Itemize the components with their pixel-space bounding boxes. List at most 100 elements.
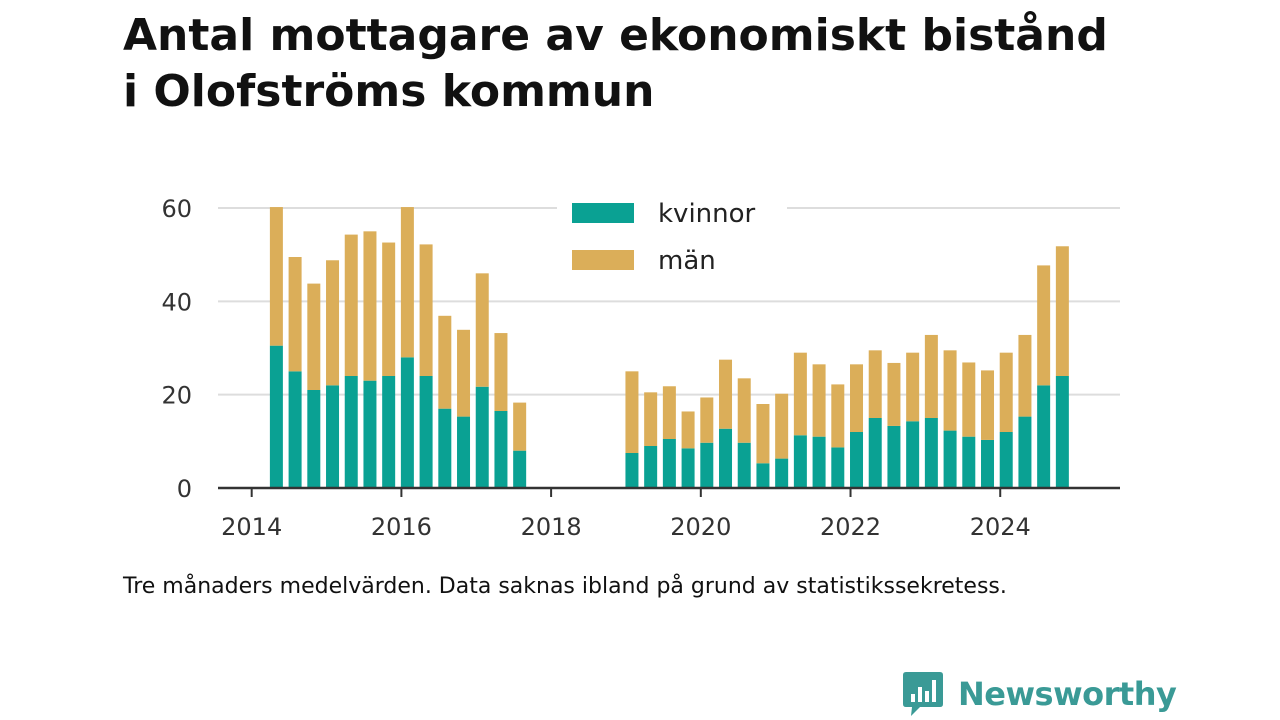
bar-kvinnor (999, 432, 1013, 488)
bar-man (812, 364, 826, 437)
bar-man (475, 273, 489, 387)
bar-kvinnor (962, 436, 976, 488)
bar-man (644, 392, 658, 446)
bar-kvinnor (307, 390, 321, 488)
x-axis: 2014 2016 2018 2020 2022 2024 (218, 486, 1120, 541)
bar-kvinnor (419, 376, 433, 488)
bar-kvinnor (269, 345, 283, 488)
legend: kvinnor män (557, 196, 787, 286)
bar-kvinnor (288, 371, 302, 488)
bar-man (1018, 334, 1032, 417)
legend-swatch (572, 250, 634, 270)
newsworthy-chart-bubble-icon (903, 672, 943, 716)
bar-man (775, 393, 789, 459)
y-tick-label: 20 (161, 382, 192, 410)
bar-man (793, 352, 807, 436)
stacked-bar-chart: 2014 2016 2018 2020 2022 2024 0 20 40 60 kvinnor… (161, 195, 1120, 541)
bar-kvinnor (344, 376, 358, 488)
bar-man (344, 234, 358, 376)
bar-man (943, 350, 957, 431)
chart-title-line-2: i Olofströms kommun (123, 66, 655, 117)
x-tick-label: 2020 (670, 513, 731, 541)
bar-kvinnor (457, 416, 471, 488)
bar-kvinnor (868, 418, 882, 488)
bars (269, 207, 1069, 488)
bar-kvinnor (326, 385, 340, 488)
bar-man (494, 333, 508, 411)
bar-man (999, 352, 1013, 432)
x-tick-label: 2014 (221, 513, 282, 541)
bar-man (981, 370, 995, 440)
bar-man (382, 242, 396, 376)
bar-kvinnor (719, 428, 733, 488)
bar-kvinnor (756, 463, 770, 488)
x-tick-label: 2022 (820, 513, 881, 541)
bar-man (457, 329, 471, 417)
bar-kvinnor (625, 453, 639, 488)
bar-man (681, 411, 695, 449)
bar-kvinnor (943, 430, 957, 488)
bar-kvinnor (981, 439, 995, 488)
bar-kvinnor (906, 421, 920, 488)
bar-man (326, 260, 340, 386)
newsworthy-brand: Newsworthy (902, 670, 1177, 718)
y-tick-label: 40 (161, 288, 192, 316)
bar-kvinnor (1055, 376, 1069, 488)
bar-kvinnor (793, 435, 807, 488)
bar-man (1037, 265, 1051, 386)
legend-swatch (572, 203, 634, 223)
bar-kvinnor (1037, 385, 1051, 488)
y-tick-label: 60 (161, 195, 192, 223)
bar-man (400, 207, 414, 358)
bar-man (438, 315, 452, 409)
bar-kvinnor (850, 432, 864, 488)
bar-man (831, 384, 845, 448)
brand-name: Newsworthy (958, 675, 1177, 713)
bar-man (962, 362, 976, 437)
bar-kvinnor (831, 447, 845, 488)
bar-kvinnor (494, 411, 508, 488)
bar-man (850, 364, 864, 432)
y-axis-labels: 0 20 40 60 (161, 195, 192, 503)
bar-man (924, 334, 938, 418)
bar-kvinnor (775, 458, 789, 488)
legend-label: män (658, 246, 716, 276)
bar-man (719, 359, 733, 429)
bar-man (887, 362, 901, 426)
bar-kvinnor (644, 446, 658, 488)
bar-man (419, 244, 433, 376)
bar-man (288, 257, 302, 372)
bar-kvinnor (1018, 416, 1032, 488)
bar-kvinnor (662, 439, 676, 488)
bar-kvinnor (363, 380, 377, 488)
chart-title: Antal mottagare av ekonomiskt bistånd i … (123, 8, 1108, 120)
bar-man (307, 283, 321, 390)
bar-kvinnor (737, 442, 751, 488)
x-tick-label: 2024 (970, 513, 1031, 541)
footnote: Tre månaders medelvärden. Data saknas ib… (123, 574, 1007, 599)
bar-man (513, 402, 527, 451)
bar-kvinnor (812, 436, 826, 488)
bar-man (700, 397, 714, 443)
y-tick-label: 0 (177, 475, 192, 503)
bar-kvinnor (924, 418, 938, 488)
bar-kvinnor (382, 376, 396, 488)
bar-man (662, 386, 676, 439)
bar-man (269, 207, 283, 346)
x-tick-label: 2016 (371, 513, 432, 541)
bar-man (737, 378, 751, 443)
bar-man (868, 350, 882, 418)
bar-kvinnor (700, 442, 714, 488)
bar-man (756, 404, 770, 464)
bar-kvinnor (438, 408, 452, 488)
bar-man (906, 352, 920, 422)
chart-title-line-1: Antal mottagare av ekonomiskt bistånd (123, 10, 1108, 61)
legend-label: kvinnor (658, 199, 756, 229)
bar-kvinnor (513, 450, 527, 488)
bar-kvinnor (887, 425, 901, 488)
x-tick-label: 2018 (521, 513, 582, 541)
bar-kvinnor (400, 357, 414, 488)
bar-kvinnor (681, 448, 695, 488)
bar-man (625, 371, 639, 453)
bar-man (1055, 246, 1069, 376)
